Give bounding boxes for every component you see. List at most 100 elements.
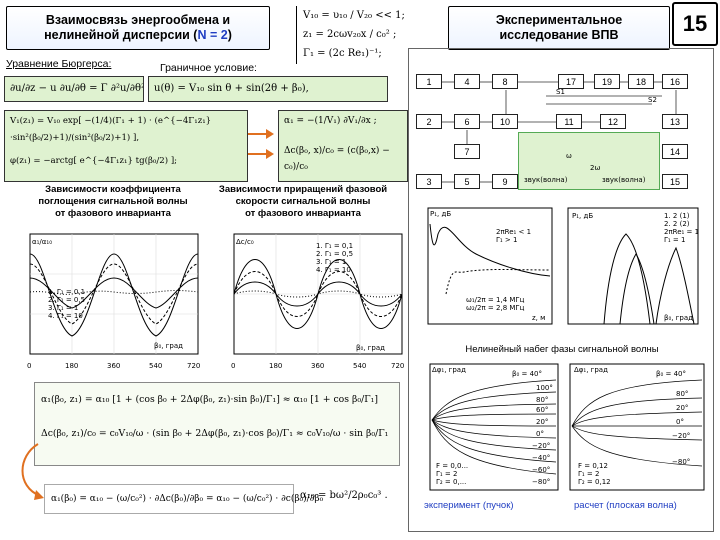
power-plot-left-svg: P₁, дБ 2πRe₁ < 1 Γ₁ > 1 ω₁/2π = 1,4 МГц … — [427, 207, 553, 325]
left-title-prefix: нелинейной дисперсии ( — [44, 28, 198, 42]
mid-plot-ylabel: Δc/c₀ — [236, 238, 254, 246]
phase-left-note-1: F = 0,0... — [436, 462, 468, 470]
power-left-note-2: Γ₁ > 1 — [496, 236, 517, 244]
label-omega: ω — [566, 152, 572, 160]
right-title-line2: исследование ВПВ — [499, 28, 619, 42]
phase-left-ylabel: Δφ₁, град — [432, 366, 466, 374]
phase-right-label-3: 0° — [676, 418, 684, 426]
phase-right-ylabel: Δφ₁, град — [574, 366, 608, 374]
alpha-expand: α₁(β₀, z₁) = α₁₀ [1 + (cos β₀ + 2Δφ(β₀, … — [41, 394, 379, 405]
nonlinear-phase-caption: Нелинейный набег фазы сигнальной волны — [465, 344, 659, 355]
power-right-xlabel: β₀, град — [664, 314, 693, 322]
cap-mid-2: скорости сигнальной волны — [235, 196, 371, 207]
left-xtick-0: 0 — [27, 362, 31, 370]
experiment-area — [408, 48, 714, 532]
experiment-caption: эксперимент (пучок) — [424, 500, 514, 511]
left-title-box: Взаимосвязь энергообмена и нелинейной ди… — [6, 6, 270, 50]
power-right-legend-3: 2πRe₁ = 1 — [664, 228, 699, 236]
phase-left-label-6: −20° — [532, 442, 550, 450]
phase-right-label-1: 80° — [676, 390, 688, 398]
power-right-ylabel: P₁, дБ — [572, 212, 593, 220]
label-s1: S1 — [556, 88, 565, 96]
phase-plot-right-svg: Δφ₁, град β₀ = 40° 80° 20° 0° −20° −80° … — [569, 363, 705, 491]
plot-absorption: α₁/α₁₀ β₀, град 1. Γ₁ = 0,1 2. Γ₁ = 0,5 … — [4, 228, 204, 376]
block-15: 15 — [662, 174, 688, 189]
block-14: 14 — [662, 144, 688, 159]
left-legend-2: 2. Γ₁ = 0,5 — [48, 296, 85, 304]
alpha10-equation: α₁₀ = bω²/2ρ₀c₀³ . — [300, 490, 388, 501]
right-title-line1: Экспериментальное — [495, 13, 623, 27]
left-xtick-1: 180 — [65, 362, 78, 370]
left-xtick-3: 540 — [149, 362, 162, 370]
left-plot-ylabel: α₁/α₁₀ — [32, 238, 52, 246]
burgers-label: Уравнение Бюргерса: — [6, 58, 112, 70]
phase-right-note-1: F = 0,12 — [578, 462, 608, 470]
block-2: 2 — [416, 114, 442, 129]
phase-plot-right: Δφ₁, град β₀ = 40° 80° 20° 0° −20° −80° … — [566, 360, 708, 494]
left-title-suffix: ) — [227, 28, 232, 42]
diagram-bath — [518, 132, 660, 190]
cap-mid-1: Зависимости приращений фазовой — [218, 184, 388, 195]
phase-right-note-2: Γ₁ = 2 — [578, 470, 599, 478]
caption-velocity: Зависимости приращений фазовой скорости … — [198, 184, 408, 220]
top-conditions: V₁₀ = υ₁₀ / V₂₀ << 1; z₁ = 2cωv₂₀x / c₀²… — [296, 6, 421, 64]
alpha1-def: α₁ = −(1/V₁) ∂V₁/∂x ; — [284, 116, 377, 126]
phase-left-label-9: −80° — [532, 478, 550, 486]
diagram-wires: S1 S2 ω 2ω звук(волна) звук(волна) — [442, 81, 677, 184]
power-left-note-4: ω₂/2π = 2,8 МГц — [466, 304, 525, 312]
block-4: 4 — [454, 74, 480, 89]
block-13: 13 — [662, 114, 688, 129]
phase-plot-left-svg: Δφ₁, град β₀ = 40° 100° 80° 60° 20° 0° −… — [429, 363, 559, 491]
phase-left-label-3: 60° — [536, 406, 548, 414]
cond-3: Γ₁ = (2c Re₁)⁻¹; — [303, 48, 382, 59]
caption-absorption: Зависимости коэффициента поглощения сигн… — [8, 184, 218, 220]
v1-equation: V₁(z₁) = V₁₀ exp[ −(1/4)(Γ₁ + 1) · (e^{−… — [4, 110, 248, 182]
boundary-equation: u(θ) = V₁₀ sin θ + sin(2θ + β₀), — [148, 76, 388, 102]
alpha-dc-definitions: α₁ = −(1/V₁) ∂V₁/∂x ; Δc(β₀, x)/c₀ = (c(… — [278, 110, 408, 182]
mid-xtick-2: 360 — [311, 362, 324, 370]
phase-left-note-3: Γ₂ = 0,... — [436, 478, 466, 486]
label-2omega: 2ω — [590, 164, 600, 172]
power-left-note-3: ω₁/2π = 1,4 МГц — [466, 296, 525, 304]
mid-plot-xlabel: β₀, град — [356, 344, 385, 352]
power-left-ylabel: P₁, дБ — [430, 210, 451, 218]
phase-left-label-0: β₀ = 40° — [512, 370, 542, 378]
power-right-legend-4: Γ₁ = 1 — [664, 236, 685, 244]
label-s2: S2 — [648, 96, 657, 104]
dc-expand: Δc(β₀, z₁)/c₀ = c₀V₁₀/ω · (sin β₀ + 2Δφ(… — [41, 428, 389, 439]
dc-def: Δc(β₀, x)/c₀ = (c(β₀,x) − c₀)/c₀ — [284, 146, 390, 172]
block-18: 18 — [628, 74, 654, 89]
block-10: 10 — [492, 114, 518, 129]
left-legend-4: 4. Γ₁ = 10 — [48, 312, 83, 320]
left-title-n: N = 2 — [197, 28, 228, 42]
boundary-label: Граничное условие: — [160, 62, 257, 74]
block-9: 9 — [492, 174, 518, 189]
phi-formula: φ(z₁) = −arctg[ e^{−4Γ₁z₁} tg(β₀/2) ]; — [10, 156, 178, 166]
phase-right-label-0: β₀ = 40° — [656, 370, 686, 378]
left-legend-1: 1. Γ₁ = 0,1 — [48, 288, 85, 296]
label-sound-1: звук(волна) — [524, 176, 568, 184]
power-plot-left: P₁, дБ 2πRe₁ < 1 Γ₁ > 1 ω₁/2π = 1,4 МГц … — [416, 204, 556, 330]
left-legend-3: 3. Γ₁ = 1 — [48, 304, 78, 312]
power-left-note-1: 2πRe₁ < 1 — [496, 228, 531, 236]
block-7: 7 — [454, 144, 480, 159]
relation-equation: α₁(β₀) = α₁₀ − (ω/c₀²) · ∂Δc(β₀)/∂β₀ = α… — [44, 484, 323, 514]
block-5: 5 — [454, 174, 480, 189]
cond-2: z₁ = 2cωv₂₀x / c₀² ; — [303, 29, 397, 40]
block-3: 3 — [416, 174, 442, 189]
power-right-legend-1: 1. 2 (1) — [664, 212, 690, 220]
cap-left-1: Зависимости коэффициента — [45, 184, 181, 195]
expansion-equations: α₁(β₀, z₁) = α₁₀ [1 + (cos β₀ + 2Δφ(β₀, … — [34, 382, 400, 466]
mid-xtick-4: 720 — [391, 362, 404, 370]
calculation-caption: расчет (плоская волна) — [574, 500, 677, 511]
block-diagram: S1 S2 ω 2ω звук(волна) звук(волна) 1 4 8… — [416, 70, 688, 194]
block-6: 6 — [454, 114, 480, 129]
mid-xtick-3: 540 — [353, 362, 366, 370]
block-8: 8 — [492, 74, 518, 89]
phase-left-note-2: Γ₁ = 2 — [436, 470, 457, 478]
mid-legend-4: 4. Γ₁ = 10 — [316, 266, 351, 274]
cap-left-2: поглощения сигнальной волны — [38, 196, 188, 207]
block-1: 1 — [416, 74, 442, 89]
phase-left-label-1: 100° — [536, 384, 553, 392]
mid-xtick-1: 180 — [269, 362, 282, 370]
